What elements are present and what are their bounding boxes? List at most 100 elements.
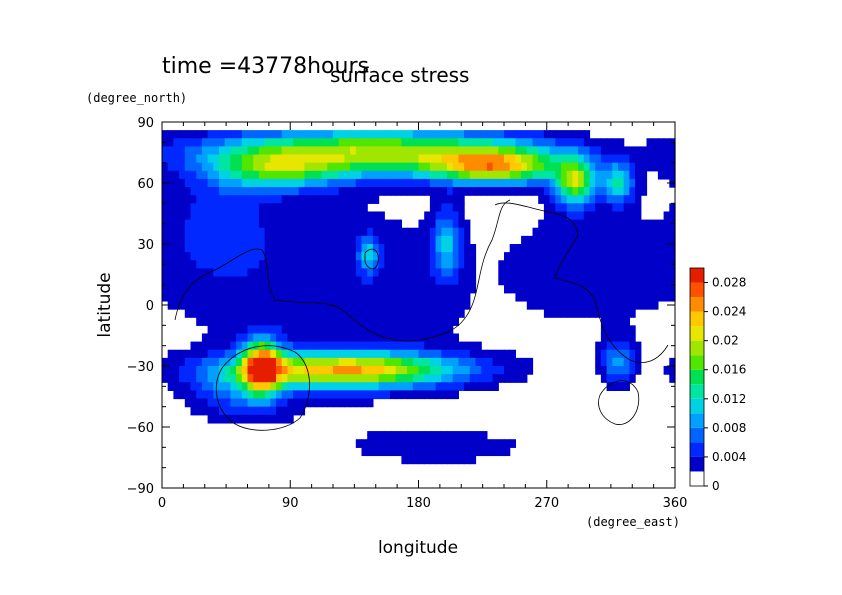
field-cell — [361, 439, 368, 448]
field-cell — [566, 235, 573, 245]
field-cell — [618, 357, 625, 367]
field-cell — [458, 211, 465, 221]
field-cell — [464, 439, 471, 448]
field-cell — [162, 187, 169, 196]
field-cell — [184, 154, 192, 164]
field-cell — [276, 203, 283, 213]
field-cell — [441, 300, 448, 310]
field-cell — [635, 252, 642, 261]
field-cell — [241, 276, 249, 286]
field-cell — [293, 154, 300, 164]
field-cell — [629, 162, 636, 172]
field-cell — [241, 195, 249, 204]
field-cell — [595, 244, 602, 253]
field-cell — [190, 170, 197, 180]
field-cell — [321, 252, 328, 261]
field-cell — [327, 374, 334, 383]
field-cell — [241, 187, 249, 196]
field-cell — [407, 227, 414, 237]
field-cell — [361, 447, 368, 457]
field-cell — [401, 130, 408, 139]
field-cell — [315, 252, 323, 261]
field-cell — [350, 325, 357, 335]
stress-field — [162, 130, 676, 465]
field-cell — [549, 235, 556, 245]
field-cell — [372, 439, 380, 448]
field-cell — [498, 349, 505, 359]
field-cell — [635, 154, 642, 164]
field-cell — [407, 244, 414, 253]
field-cell — [270, 366, 277, 375]
field-cell — [219, 138, 226, 147]
field-cell — [367, 292, 374, 302]
field-cell — [646, 276, 653, 286]
field-cell — [378, 382, 385, 391]
field-cell — [264, 227, 271, 237]
field-cell — [258, 349, 266, 359]
field-cell — [327, 252, 334, 261]
field-cell — [555, 162, 562, 172]
field-cell — [173, 235, 180, 245]
field-cell — [270, 406, 277, 416]
field-cell — [190, 284, 197, 294]
field-cell — [350, 390, 357, 400]
field-cell — [167, 366, 174, 375]
field-cell — [521, 178, 528, 188]
field-cell — [219, 317, 226, 326]
field-cell — [241, 203, 249, 213]
field-cell — [201, 187, 209, 196]
field-cell — [184, 203, 192, 213]
field-cell — [304, 146, 311, 156]
field-cell — [298, 178, 306, 188]
field-cell — [561, 268, 568, 278]
field-cell — [566, 309, 573, 318]
field-cell — [384, 349, 391, 359]
field-cell — [475, 439, 482, 448]
field-cell — [207, 211, 214, 221]
field-cell — [293, 227, 300, 237]
field-cell — [264, 244, 271, 253]
field-cell — [287, 154, 294, 164]
field-cell — [600, 154, 608, 164]
field-cell — [298, 284, 306, 294]
field-cell — [196, 268, 203, 278]
field-cell — [458, 260, 465, 269]
field-cell — [469, 276, 477, 286]
field-cell — [196, 130, 203, 139]
field-cell — [435, 366, 442, 375]
field-cell — [458, 309, 465, 318]
field-cell — [213, 414, 220, 424]
field-cell — [162, 276, 169, 286]
field-cell — [401, 260, 408, 269]
field-cell — [429, 170, 437, 180]
y-tick-label: −30 — [127, 360, 154, 375]
field-cell — [606, 227, 613, 237]
field-cell — [549, 195, 556, 204]
field-cell — [663, 292, 670, 302]
field-cell — [652, 219, 659, 229]
field-cell — [224, 235, 231, 245]
field-cell — [652, 227, 659, 237]
field-cell — [196, 235, 203, 245]
field-cell — [367, 187, 374, 196]
field-cell — [270, 357, 277, 367]
field-cell — [287, 341, 294, 351]
field-cell — [412, 382, 420, 391]
field-cell — [475, 178, 482, 188]
field-cell — [532, 244, 539, 253]
field-cell — [230, 406, 237, 416]
field-cell — [253, 138, 260, 147]
field-cell — [663, 170, 670, 180]
field-cell — [293, 187, 300, 196]
field-cell — [361, 187, 368, 196]
field-cell — [196, 195, 203, 204]
field-cell — [224, 309, 231, 318]
field-cell — [281, 382, 288, 391]
field-cell — [241, 390, 249, 400]
field-cell — [378, 284, 385, 294]
field-cell — [447, 203, 454, 213]
field-cell — [600, 187, 608, 196]
field-cell — [623, 195, 630, 204]
field-cell — [367, 138, 374, 147]
field-cell — [578, 235, 585, 245]
